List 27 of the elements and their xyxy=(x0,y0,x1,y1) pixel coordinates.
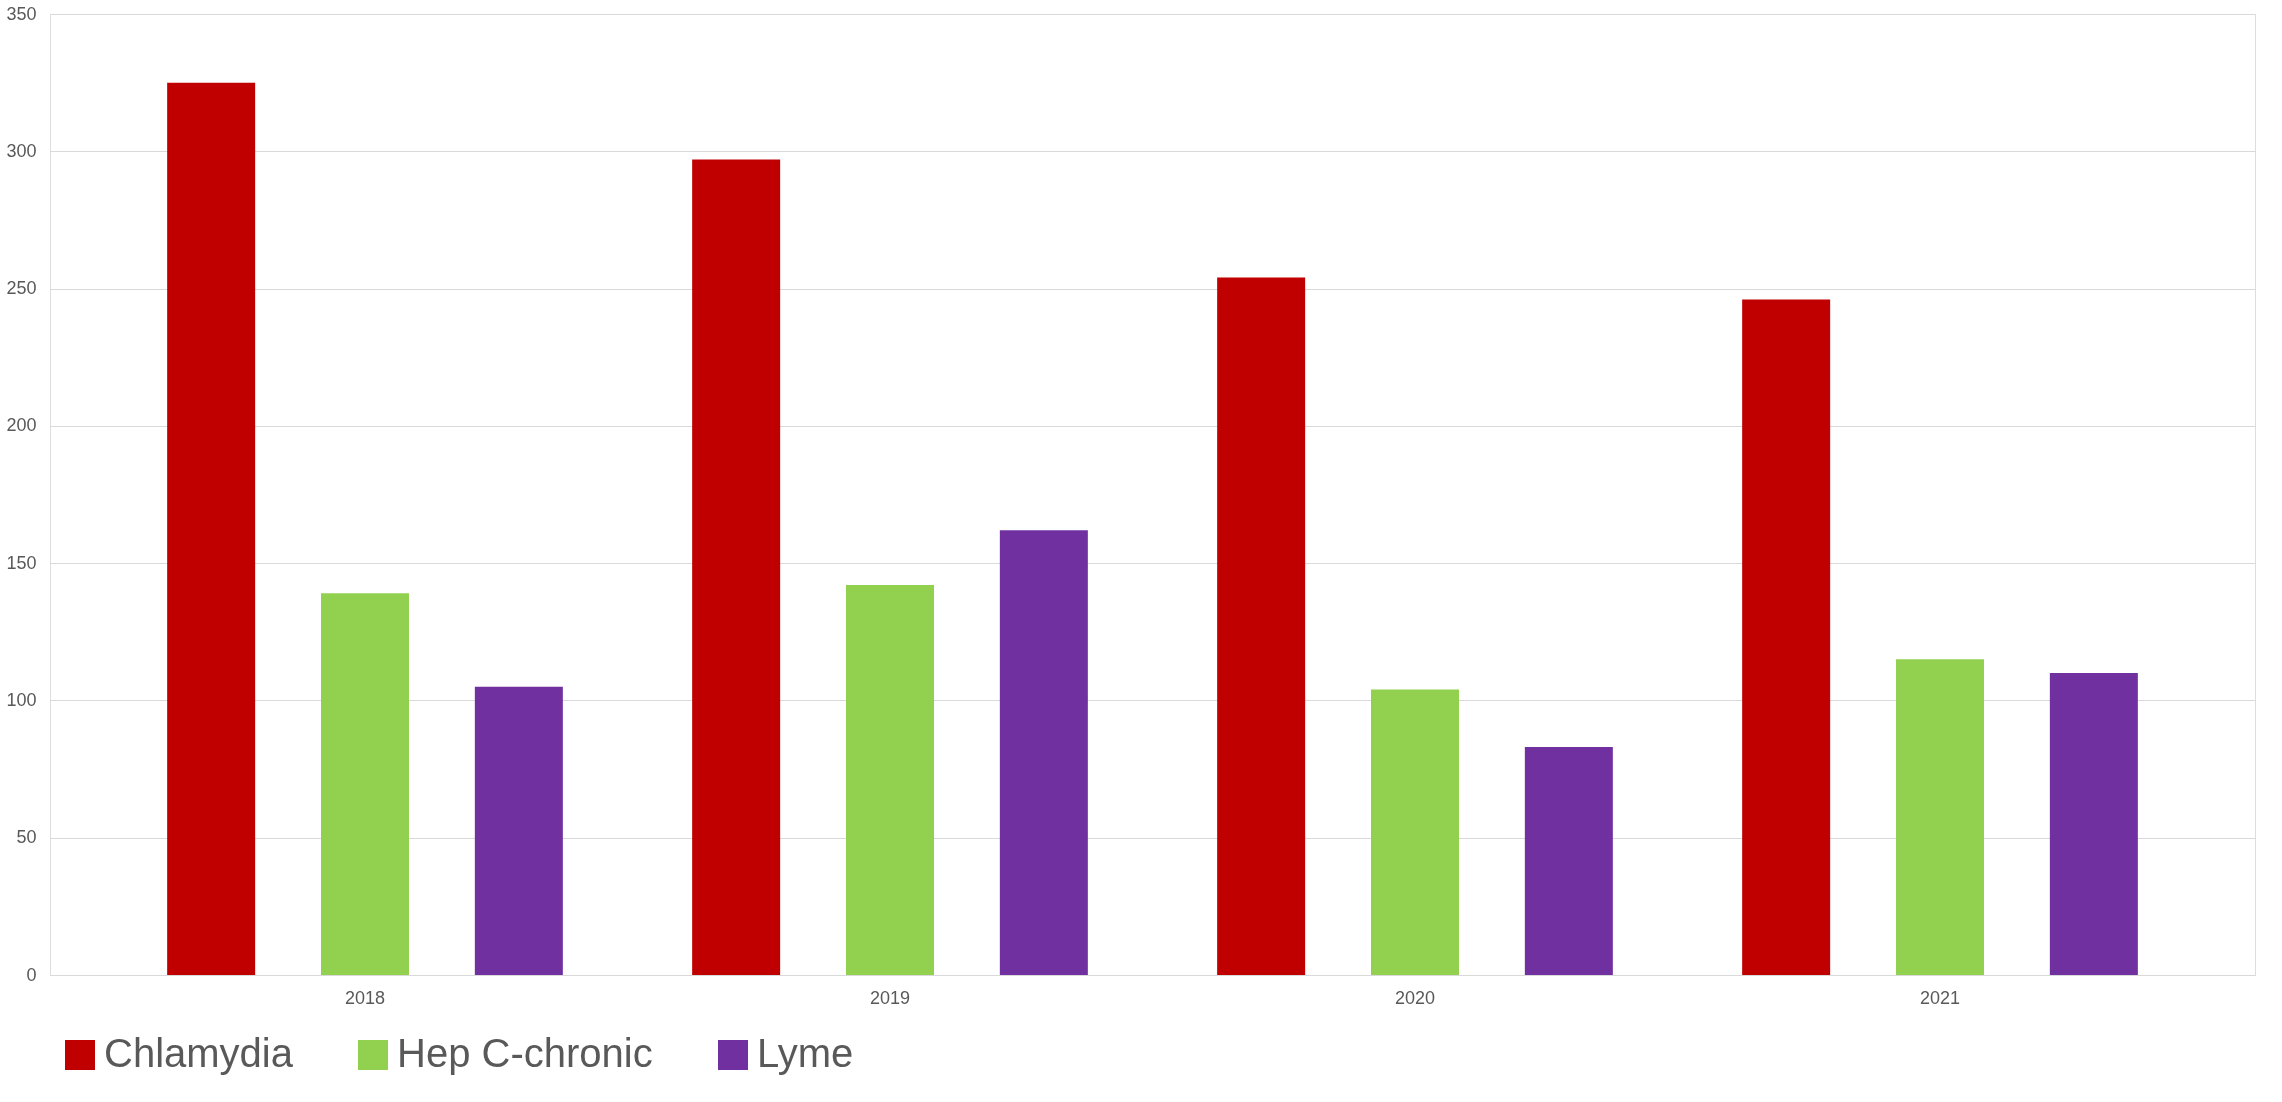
y-tick-label: 250 xyxy=(6,278,37,299)
bar xyxy=(846,585,934,975)
bar xyxy=(1896,659,1984,975)
bar xyxy=(1524,747,1613,975)
y-tick-label: 0 xyxy=(26,964,37,985)
legend-label: Hep C-chronic xyxy=(397,1031,653,1075)
bar xyxy=(1742,299,1831,975)
y-tick-label: 200 xyxy=(6,415,37,436)
legend-label: Lyme xyxy=(757,1031,854,1075)
bar xyxy=(474,686,563,975)
bar xyxy=(2049,672,2138,975)
bar xyxy=(1371,689,1459,975)
bar xyxy=(692,159,781,975)
bar xyxy=(1217,277,1306,975)
bar xyxy=(167,82,256,975)
x-tick-label: 2018 xyxy=(344,987,386,1008)
bar xyxy=(321,593,409,975)
y-tick-label: 50 xyxy=(16,827,37,848)
y-tick-label: 100 xyxy=(6,689,37,710)
x-tick-label: 2021 xyxy=(1919,987,1961,1008)
x-tick-label: 2020 xyxy=(1394,987,1436,1008)
legend-label: Chlamydia xyxy=(104,1031,294,1075)
y-tick-label: 300 xyxy=(6,140,37,161)
y-tick-label: 150 xyxy=(6,552,37,573)
y-tick-label: 350 xyxy=(6,3,37,24)
bar xyxy=(999,530,1088,975)
x-tick-label: 2019 xyxy=(869,987,911,1008)
